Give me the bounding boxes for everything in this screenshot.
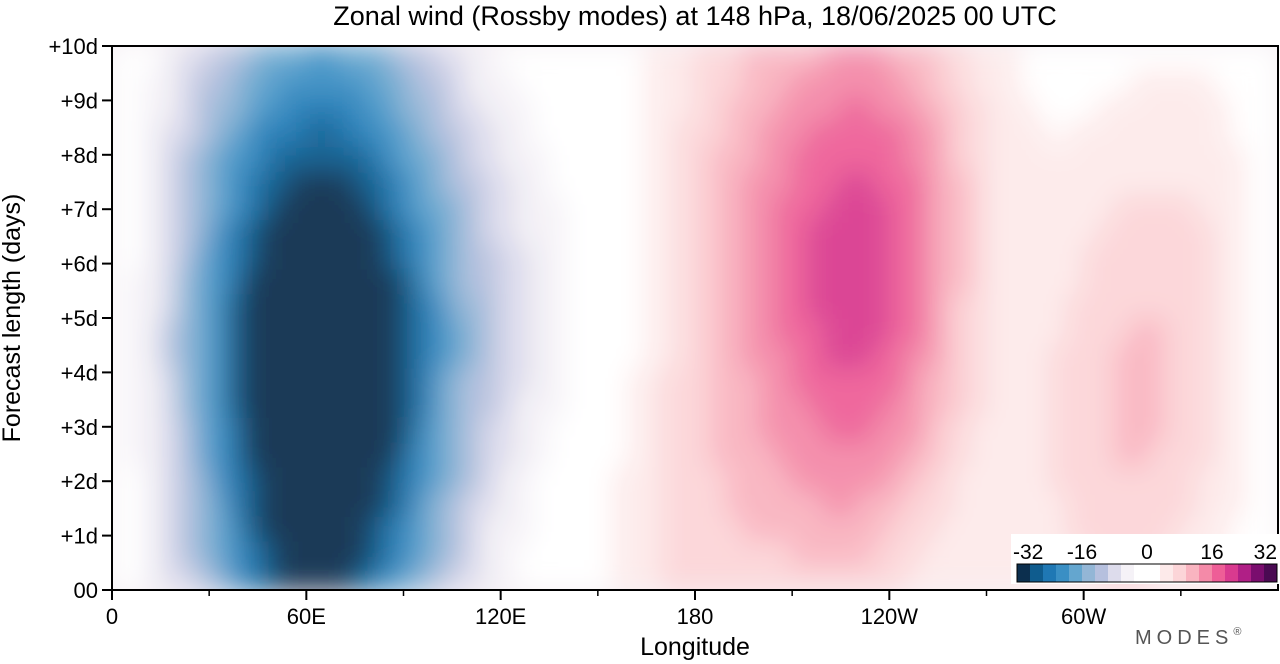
colorbar-swatch [1108,564,1122,582]
colorbar-swatch [1160,564,1174,582]
chart-title: Zonal wind (Rossby modes) at 148 hPa, 18… [333,1,1056,31]
colorbar-tick-label: 0 [1141,541,1153,564]
colorbar-tick-label: 32 [1254,541,1277,564]
colorbar-swatch [1056,564,1070,582]
x-axis: 0 60E 120E 180 120W 60W [106,590,1182,629]
colorbar-swatch [1134,564,1148,582]
colorbar-tick-label: -16 [1067,541,1097,564]
y-tick-label: 00 [74,578,98,603]
y-axis: 00 +1d +2d +3d +4d +5d +6d +7d +8d +9d +10d [48,34,112,603]
y-tick-label: +7d [61,197,98,222]
y-axis-label: Forecast length (days) [0,194,26,443]
colorbar-swatch [1173,564,1187,582]
colorbar-swatch [1095,564,1109,582]
modes-logo: MODES® [1135,626,1241,649]
wind-field-layer [112,46,1278,590]
y-tick-label: +5d [61,306,98,331]
colorbar-swatch [1030,564,1044,582]
colorbar-swatch [1069,564,1083,582]
colorbar-swatch [1225,564,1239,582]
colorbar-tick-label: -32 [1013,541,1043,564]
y-tick-label: +10d [48,34,98,59]
colorbar-swatch [1082,564,1096,582]
y-tick-label: +2d [61,469,98,494]
x-tick-label: 180 [677,604,714,629]
colorbar-swatch [1238,564,1252,582]
y-tick-label: +4d [61,360,98,385]
colorbar-swatch [1199,564,1213,582]
x-tick-label: 60W [1061,604,1106,629]
x-tick-label: 0 [106,604,118,629]
colorbar-swatch [1251,564,1265,582]
x-tick-label: 120W [861,604,919,629]
y-tick-label: +9d [61,88,98,113]
colorbar-swatch [1212,564,1226,582]
x-axis-label: Longitude [640,633,750,661]
colorbar-swatch [1147,564,1161,582]
y-tick-label: +3d [61,415,98,440]
colorbar-swatch [1017,564,1031,582]
colorbar-frame [1016,563,1278,583]
colorbar-swatch [1043,564,1057,582]
x-tick-label: 60E [287,604,326,629]
colorbar: -32 -16 0 16 32 [1011,534,1280,584]
colorbar-swatch [1264,564,1278,582]
colorbar-tick-label: 16 [1200,541,1223,564]
y-tick-label: +1d [61,524,98,549]
y-tick-label: +6d [61,252,98,277]
y-tick-label: +8d [61,143,98,168]
colorbar-swatch [1186,564,1200,582]
colorbar-swatch [1121,564,1135,582]
x-tick-label: 120E [475,604,526,629]
